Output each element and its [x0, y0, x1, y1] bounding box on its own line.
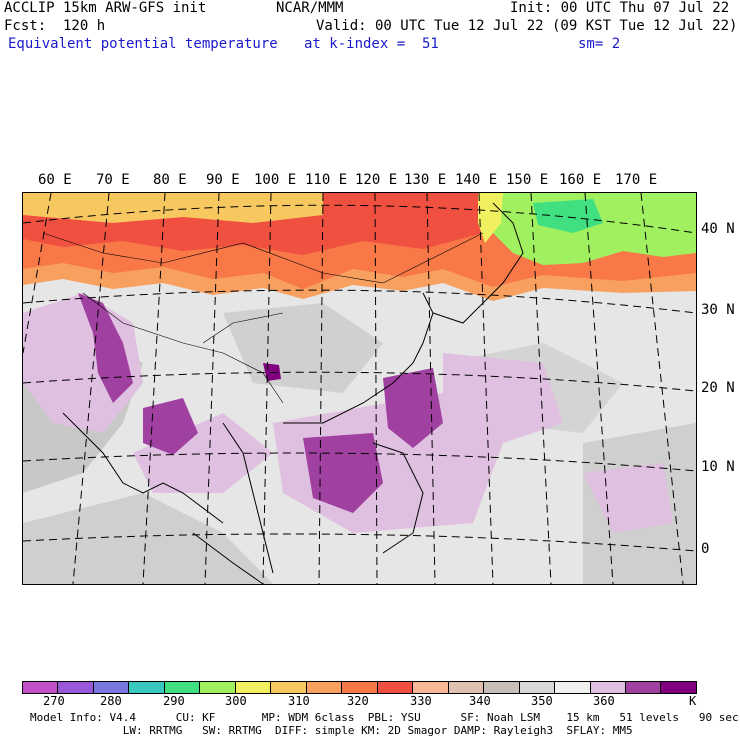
- colorbar-swatch: [93, 682, 130, 693]
- cool-region: [533, 199, 603, 233]
- colorbar-swatch: [200, 682, 236, 693]
- humid-region: [133, 413, 273, 493]
- lon-label: 170 E: [615, 172, 658, 188]
- field-name: Equivalent potential temperature: [8, 36, 278, 52]
- colorbar-swatch: [23, 682, 59, 693]
- lon-label: 60 E: [38, 172, 72, 188]
- colorbar-swatch: [448, 682, 485, 693]
- colorbar-swatch: [590, 682, 626, 693]
- colorbar-swatch: [377, 682, 414, 693]
- colorbar-label: 350: [531, 694, 553, 708]
- colorbar-unit: K: [689, 694, 697, 708]
- lon-label: 100 E: [254, 172, 297, 188]
- valid-time: Valid: 00 UTC Tue 12 Jul 22 (09 KST Tue …: [316, 18, 738, 34]
- model-info-line2: LW: RRTMG SW: RRTMG DIFF: simple KM: 2D …: [30, 724, 633, 737]
- lat-label: 0: [701, 541, 710, 557]
- lon-label: 160 E: [559, 172, 602, 188]
- forecast-hour: Fcst: 120 h: [4, 18, 106, 34]
- colorbar-label: 290: [163, 694, 185, 708]
- lon-label: 80 E: [153, 172, 187, 188]
- colorbar-label: 300: [225, 694, 247, 708]
- map-panel: [22, 192, 697, 585]
- smoothing: sm= 2: [578, 36, 621, 52]
- lon-label: 150 E: [506, 172, 549, 188]
- cool-region: [478, 193, 503, 243]
- colorbar: [22, 681, 697, 694]
- colorbar-swatch: [129, 682, 165, 693]
- colorbar-swatch: [306, 682, 343, 693]
- lon-label: 70 E: [96, 172, 130, 188]
- colorbar-swatch: [342, 682, 378, 693]
- lon-label: 120 E: [355, 172, 398, 188]
- colorbar-swatch: [519, 682, 556, 693]
- colorbar-label: 270: [43, 694, 65, 708]
- lon-label: 110 E: [305, 172, 348, 188]
- lat-label: 10 N: [701, 459, 735, 475]
- colorbar-swatch: [555, 682, 591, 693]
- colorbar-label: 280: [100, 694, 122, 708]
- high-theta-core: [383, 368, 443, 448]
- humid-region: [443, 353, 563, 443]
- colorbar-label: 330: [410, 694, 432, 708]
- lon-label: 140 E: [455, 172, 498, 188]
- init-time: Init: 00 UTC Thu 07 Jul 22: [510, 0, 730, 16]
- colorbar-swatch: [58, 682, 94, 693]
- colorbar-swatch: [625, 682, 662, 693]
- theta-e-field-map: [23, 193, 696, 584]
- lat-label: 40 N: [701, 221, 735, 237]
- lon-label: 130 E: [404, 172, 447, 188]
- colorbar-label: 360: [593, 694, 615, 708]
- colorbar-label: 310: [288, 694, 310, 708]
- graticule: [23, 193, 696, 584]
- colorbar-swatch: [484, 682, 520, 693]
- model-info-line1: Model Info: V4.4 CU: KF MP: WDM 6class P…: [30, 711, 739, 724]
- colorbar-label: 340: [469, 694, 491, 708]
- model-title: ACCLIP 15km ARW-GFS init: [4, 0, 207, 16]
- lat-label: 20 N: [701, 380, 735, 396]
- vertical-level: at k-index = 51: [304, 36, 439, 52]
- organization: NCAR/MMM: [276, 0, 344, 16]
- high-theta-core: [78, 293, 133, 403]
- colorbar-swatch: [164, 682, 201, 693]
- field-patch: [223, 303, 383, 393]
- high-theta-core: [143, 398, 198, 455]
- colorbar-swatch: [271, 682, 307, 693]
- lon-label: 90 E: [206, 172, 240, 188]
- colorbar-swatch: [661, 682, 696, 693]
- field-patch: [23, 493, 273, 584]
- colorbar-swatch: [235, 682, 272, 693]
- colorbar-swatch: [413, 682, 449, 693]
- lat-label: 30 N: [701, 302, 735, 318]
- country-borders: [42, 232, 484, 404]
- colorbar-label: 320: [347, 694, 369, 708]
- warm-band: [23, 193, 323, 223]
